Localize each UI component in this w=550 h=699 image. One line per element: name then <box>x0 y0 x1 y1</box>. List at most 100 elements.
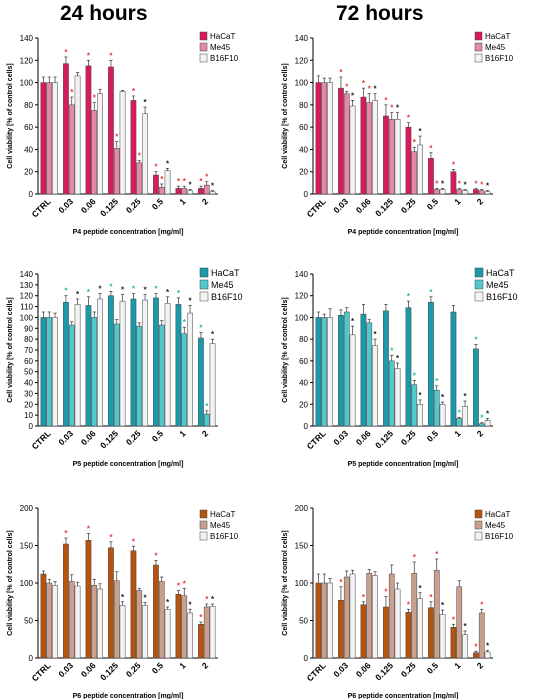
x-tick-label: 0.03 <box>331 660 350 679</box>
significance-star: * <box>87 51 91 60</box>
significance-star: * <box>143 594 147 603</box>
significance-star: * <box>132 285 136 294</box>
y-tick-label: 0 <box>29 422 34 431</box>
significance-star: * <box>177 582 181 591</box>
y-tick-label: 20 <box>299 168 308 177</box>
bar <box>63 543 69 659</box>
significance-star: * <box>418 127 422 136</box>
legend-swatch <box>199 291 209 302</box>
x-tick-label: 2 <box>200 660 211 671</box>
significance-star: * <box>211 182 215 191</box>
significance-star: * <box>413 553 417 562</box>
significance-star: * <box>339 68 343 77</box>
y-tick-label: 20 <box>299 400 308 409</box>
y-tick-label: 80 <box>24 101 33 110</box>
significance-star: * <box>183 318 187 327</box>
chart-p4-24h: 0 20 40 60 80 100 120 140 Cell viability [% of c… <box>7 31 239 236</box>
x-tick-label: 0.03 <box>56 660 75 679</box>
bar <box>360 313 367 427</box>
bar <box>74 75 81 195</box>
y-tick-label: 130 <box>20 281 34 290</box>
y-tick-label: 120 <box>20 56 34 65</box>
significance-star: * <box>64 529 68 538</box>
bar <box>68 104 75 195</box>
bar <box>394 588 401 659</box>
x-tick-label: 0.25 <box>124 660 143 679</box>
bar <box>478 612 485 659</box>
bar <box>91 110 98 195</box>
significance-star: * <box>418 584 422 593</box>
legend-swatch <box>199 279 209 290</box>
bar <box>394 119 401 195</box>
y-tick-label: 50 <box>299 617 308 626</box>
bar <box>113 323 120 427</box>
significance-star: * <box>474 642 478 651</box>
bar <box>349 334 356 427</box>
x-tick-label: 0.5 <box>150 660 166 676</box>
bar <box>108 66 114 195</box>
significance-star: * <box>199 177 203 186</box>
x-tick-label: 1 <box>452 196 463 207</box>
y-tick-label: 120 <box>295 56 309 65</box>
bar <box>343 311 350 427</box>
bar <box>462 406 468 427</box>
y-tick-label: 110 <box>20 303 33 312</box>
y-tick-label: 20 <box>24 400 33 409</box>
bar <box>473 189 479 195</box>
bar <box>108 295 114 427</box>
significance-star: * <box>87 525 91 534</box>
significance-star: * <box>166 159 170 168</box>
significance-star: * <box>368 85 372 94</box>
x-tick-label: 0.03 <box>56 428 75 447</box>
y-tick-label: 60 <box>24 357 33 366</box>
significance-star: * <box>458 179 462 188</box>
significance-star: * <box>362 79 366 88</box>
y-tick-label: 40 <box>299 145 308 154</box>
bar <box>349 573 356 659</box>
bar <box>130 550 137 659</box>
significance-star: * <box>407 114 411 123</box>
bar <box>63 301 69 427</box>
significance-star: * <box>76 290 80 299</box>
significance-star: * <box>64 48 68 57</box>
bar <box>187 190 193 195</box>
y-axis-label: Cell viability [% of control cells] <box>7 63 14 168</box>
bar <box>456 189 463 195</box>
significance-star: * <box>418 391 422 400</box>
y-tick-label: 10 <box>24 411 33 420</box>
bar <box>372 575 378 659</box>
bar <box>142 299 148 427</box>
bar <box>46 317 53 427</box>
bar <box>187 312 193 427</box>
bar <box>372 345 378 427</box>
bar <box>478 190 485 195</box>
bar <box>40 317 47 427</box>
legend-swatch <box>474 509 483 519</box>
x-tick-label: 0.125 <box>98 428 120 450</box>
y-tick-label: 0 <box>304 190 309 199</box>
x-tick-label: 0.06 <box>79 196 98 215</box>
legend-swatch <box>474 53 483 63</box>
bar <box>394 368 401 427</box>
bar <box>383 606 389 659</box>
bar <box>417 404 423 427</box>
bar <box>63 63 69 195</box>
x-tick-label: 2 <box>475 428 486 439</box>
x-tick-label: 2 <box>475 660 486 671</box>
significance-star: * <box>188 181 192 190</box>
bar <box>366 573 373 659</box>
bar <box>74 585 81 659</box>
bar <box>383 115 389 195</box>
x-axis-label: P4 peptide concentration [mg/ml] <box>73 229 184 236</box>
bar <box>164 170 171 195</box>
y-tick-label: 140 <box>20 34 34 43</box>
significance-star: * <box>211 595 215 604</box>
bar <box>136 162 143 195</box>
chart-p4-72h: 0 20 40 60 80 100 120 140 Cell viability [% of c… <box>282 31 514 236</box>
legend-label: HaCaT <box>210 32 235 41</box>
x-tick-label: 0.03 <box>331 196 350 215</box>
bar <box>153 174 159 195</box>
significance-star: * <box>109 51 113 60</box>
bar <box>175 188 182 195</box>
bar <box>433 389 440 427</box>
